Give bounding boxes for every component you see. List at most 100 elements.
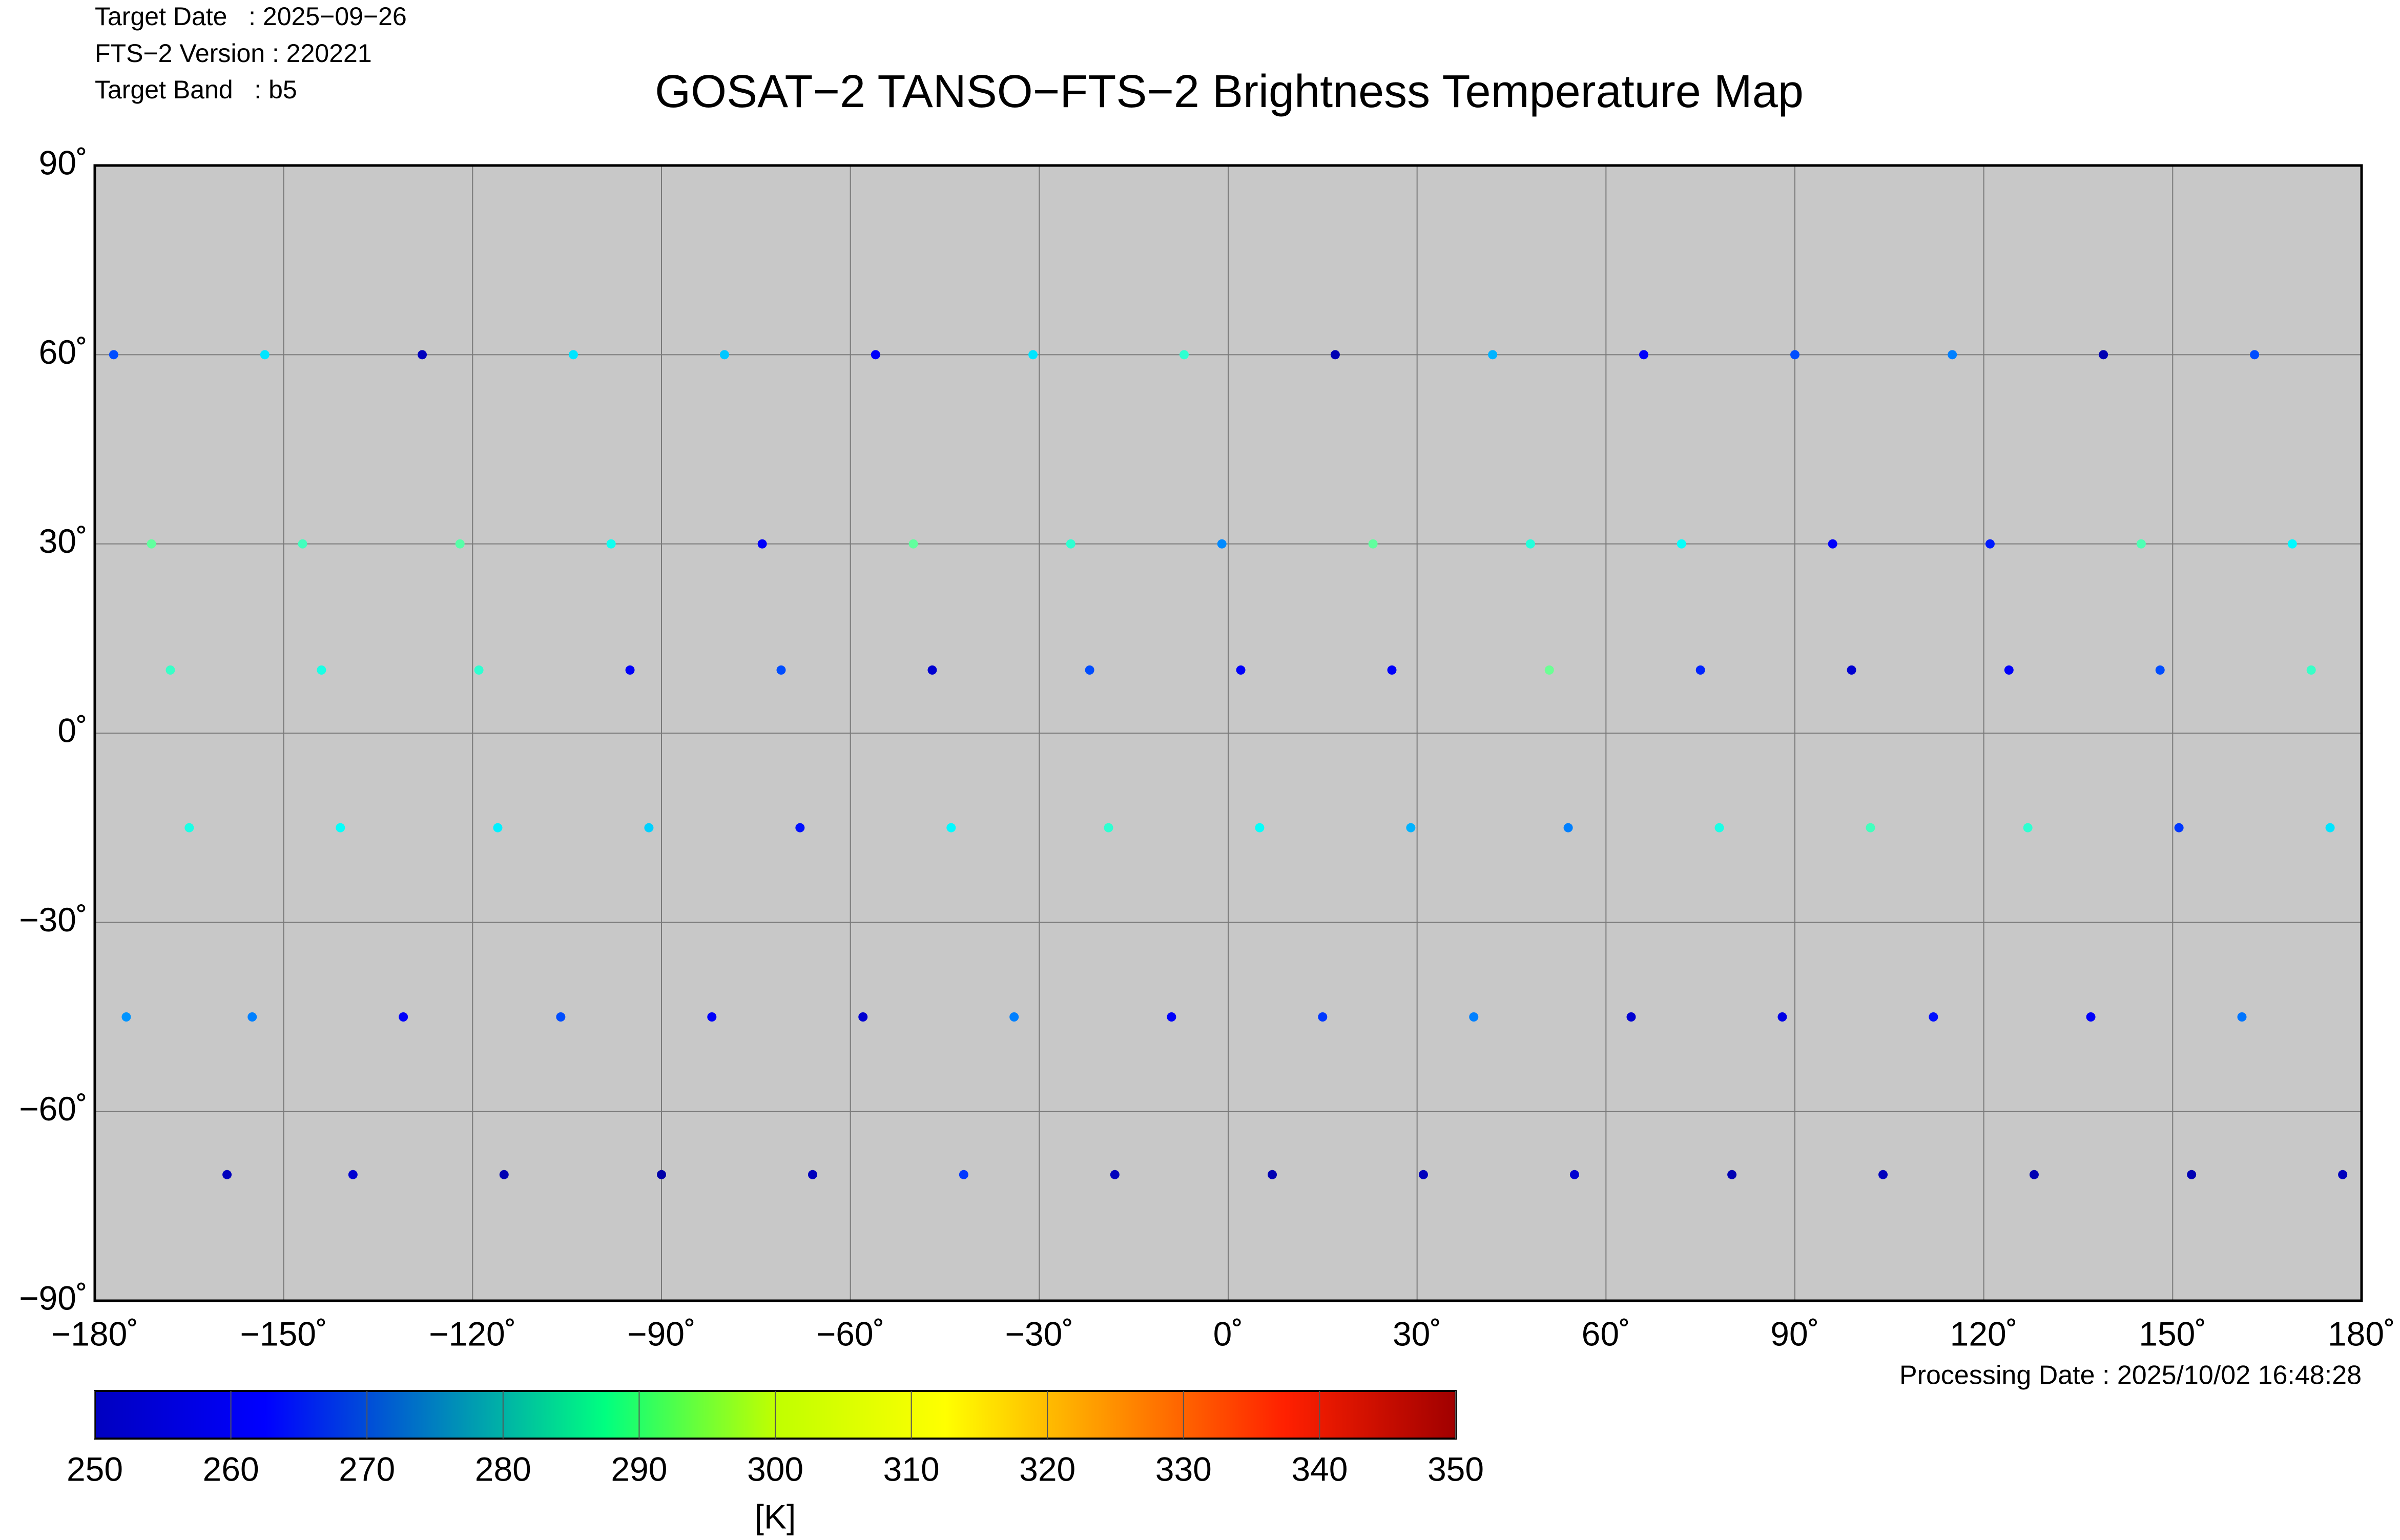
colorbar-tick-label: 340 <box>1291 1450 1348 1488</box>
observation-point <box>1985 539 1995 549</box>
observation-point <box>121 1012 131 1022</box>
observation-point <box>1828 539 1837 549</box>
observation-point <box>1790 350 1799 360</box>
colorbar-tick-label: 320 <box>1019 1450 1075 1488</box>
observation-point <box>2174 823 2184 833</box>
observation-point <box>657 1170 666 1179</box>
observation-point <box>1878 1170 1888 1179</box>
observation-point <box>556 1012 566 1022</box>
observation-point <box>2004 665 2014 675</box>
observation-point <box>1085 665 1094 675</box>
observation-point <box>1028 350 1038 360</box>
observation-point <box>959 1170 968 1179</box>
observation-point <box>1368 539 1378 549</box>
observation-point <box>2155 665 2165 675</box>
observation-point <box>946 823 956 833</box>
observation-point <box>493 823 503 833</box>
observation-point <box>1929 1012 1938 1022</box>
observation-point <box>1847 665 1856 675</box>
observation-point <box>908 539 918 549</box>
observation-point <box>1488 350 1498 360</box>
y-tick-label: −60˚ <box>19 1090 88 1128</box>
observation-point <box>2029 1170 2039 1179</box>
observation-point <box>1217 539 1227 549</box>
observation-point <box>927 665 937 675</box>
observation-point <box>1727 1170 1737 1179</box>
colorbar-tick-label: 300 <box>747 1450 803 1488</box>
observation-point <box>165 665 175 675</box>
colorbar-tick-label: 310 <box>883 1450 940 1488</box>
observation-point <box>1387 665 1397 675</box>
observation-point <box>418 350 427 360</box>
colorbar-tick-label: 270 <box>339 1450 395 1488</box>
observation-point <box>606 539 616 549</box>
colorbar-tick-label: 330 <box>1155 1450 1212 1488</box>
observation-point <box>222 1170 232 1179</box>
processing-date: Processing Date : 2025/10/02 16:48:28 <box>1899 1361 2362 1390</box>
observation-point <box>2136 539 2146 549</box>
x-tick-label: 60˚ <box>1582 1315 1630 1352</box>
info-line: Target Band : b5 <box>95 75 297 104</box>
observation-point <box>2287 539 2297 549</box>
x-tick-label: 120˚ <box>1950 1315 2018 1352</box>
observation-point <box>2187 1170 2197 1179</box>
x-tick-label: −30˚ <box>1005 1315 1073 1352</box>
x-tick-label: −180˚ <box>51 1315 139 1352</box>
observation-point <box>1110 1170 1120 1179</box>
x-tick-label: −90˚ <box>627 1315 696 1352</box>
colorbar-tick-label: 250 <box>67 1450 123 1488</box>
y-tick-label: 0˚ <box>57 711 88 749</box>
x-tick-label: 90˚ <box>1770 1315 1819 1352</box>
y-tick-label: −90˚ <box>19 1279 88 1317</box>
observation-point <box>474 665 484 675</box>
observation-point <box>336 823 345 833</box>
observation-point <box>1639 350 1649 360</box>
observation-point <box>757 539 767 549</box>
observation-point <box>1544 665 1554 675</box>
observation-point <box>1406 823 1416 833</box>
observation-point <box>1268 1170 1277 1179</box>
y-tick-label: 60˚ <box>39 333 88 371</box>
observation-point <box>1569 1170 1579 1179</box>
observation-point <box>795 823 805 833</box>
observation-point <box>1255 823 1265 833</box>
observation-point <box>1104 823 1113 833</box>
observation-point <box>719 350 729 360</box>
observation-point <box>1626 1012 1636 1022</box>
observation-point <box>808 1170 817 1179</box>
observation-point <box>1777 1012 1787 1022</box>
observation-point <box>2306 665 2316 675</box>
observation-point <box>2338 1170 2348 1179</box>
observation-point <box>1009 1012 1019 1022</box>
observation-point <box>625 665 635 675</box>
x-tick-label: 180˚ <box>2328 1315 2395 1352</box>
x-tick-label: 150˚ <box>2139 1315 2206 1352</box>
observation-point <box>1695 665 1705 675</box>
observation-point <box>1525 539 1535 549</box>
x-tick-label: −60˚ <box>816 1315 885 1352</box>
info-line: Target Date : 2025−09−26 <box>95 2 407 31</box>
observation-point <box>871 350 880 360</box>
colorbar-tick-label: 290 <box>611 1450 667 1488</box>
colorbar-label: [K] <box>755 1497 796 1535</box>
x-tick-label: −150˚ <box>240 1315 327 1352</box>
plot-frame <box>93 164 2363 1302</box>
observation-point <box>1866 823 1875 833</box>
y-tick-label: 30˚ <box>39 522 88 560</box>
observation-point <box>1418 1170 1428 1179</box>
observation-point <box>2099 350 2108 360</box>
observation-point <box>776 665 786 675</box>
observation-point <box>2237 1012 2247 1022</box>
observation-point <box>2023 823 2033 833</box>
observation-point <box>2250 350 2260 360</box>
x-tick-label: −120˚ <box>429 1315 516 1352</box>
observation-point <box>1948 350 1957 360</box>
observation-point <box>644 823 654 833</box>
x-tick-label: 0˚ <box>1213 1315 1244 1352</box>
colorbar-tick-label: 350 <box>1427 1450 1484 1488</box>
observation-point <box>1318 1012 1328 1022</box>
colorbar-tick-label: 260 <box>203 1450 259 1488</box>
y-tick-label: 90˚ <box>39 143 88 181</box>
observation-point <box>260 350 270 360</box>
